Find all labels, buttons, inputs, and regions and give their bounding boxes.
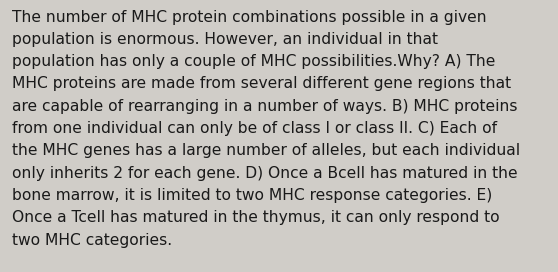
Text: the MHC genes has a large number of alleles, but each individual: the MHC genes has a large number of alle… [12, 143, 521, 158]
Text: bone marrow, it is limited to two MHC response categories. E): bone marrow, it is limited to two MHC re… [12, 188, 493, 203]
Text: two MHC categories.: two MHC categories. [12, 233, 172, 248]
Text: from one individual can only be of class I or class II. C) Each of: from one individual can only be of class… [12, 121, 497, 136]
Text: are capable of rearranging in a number of ways. B) MHC proteins: are capable of rearranging in a number o… [12, 99, 518, 114]
Text: Once a Tcell has matured in the thymus, it can only respond to: Once a Tcell has matured in the thymus, … [12, 210, 500, 225]
Text: only inherits 2 for each gene. D) Once a Bcell has matured in the: only inherits 2 for each gene. D) Once a… [12, 166, 518, 181]
Text: population has only a couple of MHC possibilities.Why? A) The: population has only a couple of MHC poss… [12, 54, 496, 69]
Text: MHC proteins are made from several different gene regions that: MHC proteins are made from several diffe… [12, 76, 511, 91]
Text: population is enormous. However, an individual in that: population is enormous. However, an indi… [12, 32, 438, 47]
Text: The number of MHC protein combinations possible in a given: The number of MHC protein combinations p… [12, 10, 487, 24]
